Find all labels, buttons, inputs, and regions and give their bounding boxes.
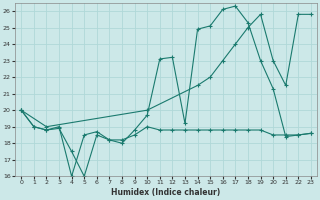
X-axis label: Humidex (Indice chaleur): Humidex (Indice chaleur) — [111, 188, 221, 197]
